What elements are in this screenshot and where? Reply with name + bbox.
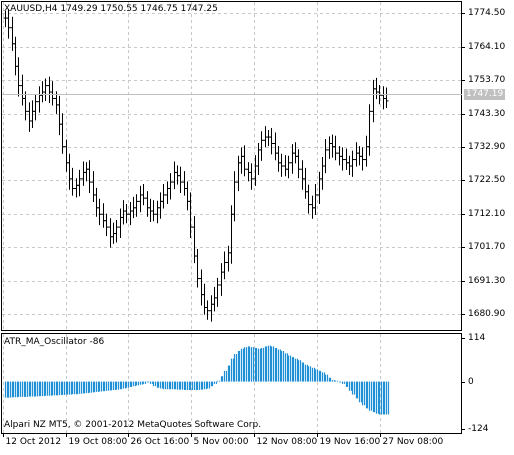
price-bars [3, 9, 389, 322]
indicator-label: ATR_MA_Oscillator -86 [4, 337, 105, 347]
indicator-axis-ticks [461, 338, 465, 430]
price-tick-label: 1712.10 [468, 208, 506, 219]
indicator-panel-border [1, 333, 462, 434]
indicator-tick-label: 0 [468, 376, 474, 387]
price-tick-label: 1774.50 [468, 7, 506, 18]
date-tick-label: 12 Oct 2012 [5, 437, 62, 447]
price-tick-label: 1743.30 [468, 108, 506, 119]
date-tick-label: 27 Nov 08:00 [382, 437, 444, 447]
main-panel-border [1, 1, 462, 331]
price-tick-label: 1722.50 [468, 174, 506, 185]
date-axis-ticks [3, 433, 381, 437]
symbol-info-label: XAUUSD,H4 1749.29 1750.55 1746.75 1747.2… [4, 4, 218, 14]
indicator-tick-label: -124 [468, 423, 489, 434]
date-tick-label: 12 Nov 08:00 [256, 437, 318, 447]
date-tick-label: 5 Nov 00:00 [193, 437, 249, 447]
price-tick-label: 1753.70 [468, 74, 506, 85]
price-tick-label: 1732.90 [468, 141, 506, 152]
price-tick-label: 1680.90 [468, 308, 506, 319]
price-tick-label: 1701.70 [468, 241, 506, 252]
date-tick-label: 26 Oct 16:00 [130, 437, 190, 447]
date-tick-label: 19 Oct 08:00 [68, 437, 128, 447]
grid-lines [2, 2, 461, 433]
price-axis-ticks [461, 13, 465, 315]
watermark-text: Alpari NZ MT5, © 2001-2012 MetaQuotes So… [4, 420, 262, 430]
price-tick-label: 1691.30 [468, 275, 506, 286]
price-tick-label: 1764.10 [468, 41, 506, 52]
oscillator-histogram [4, 345, 390, 415]
indicator-tick-label: 114 [468, 332, 486, 343]
date-tick-label: 19 Nov 16:00 [319, 437, 381, 447]
current-price-tag: 1747.19 [464, 89, 506, 100]
